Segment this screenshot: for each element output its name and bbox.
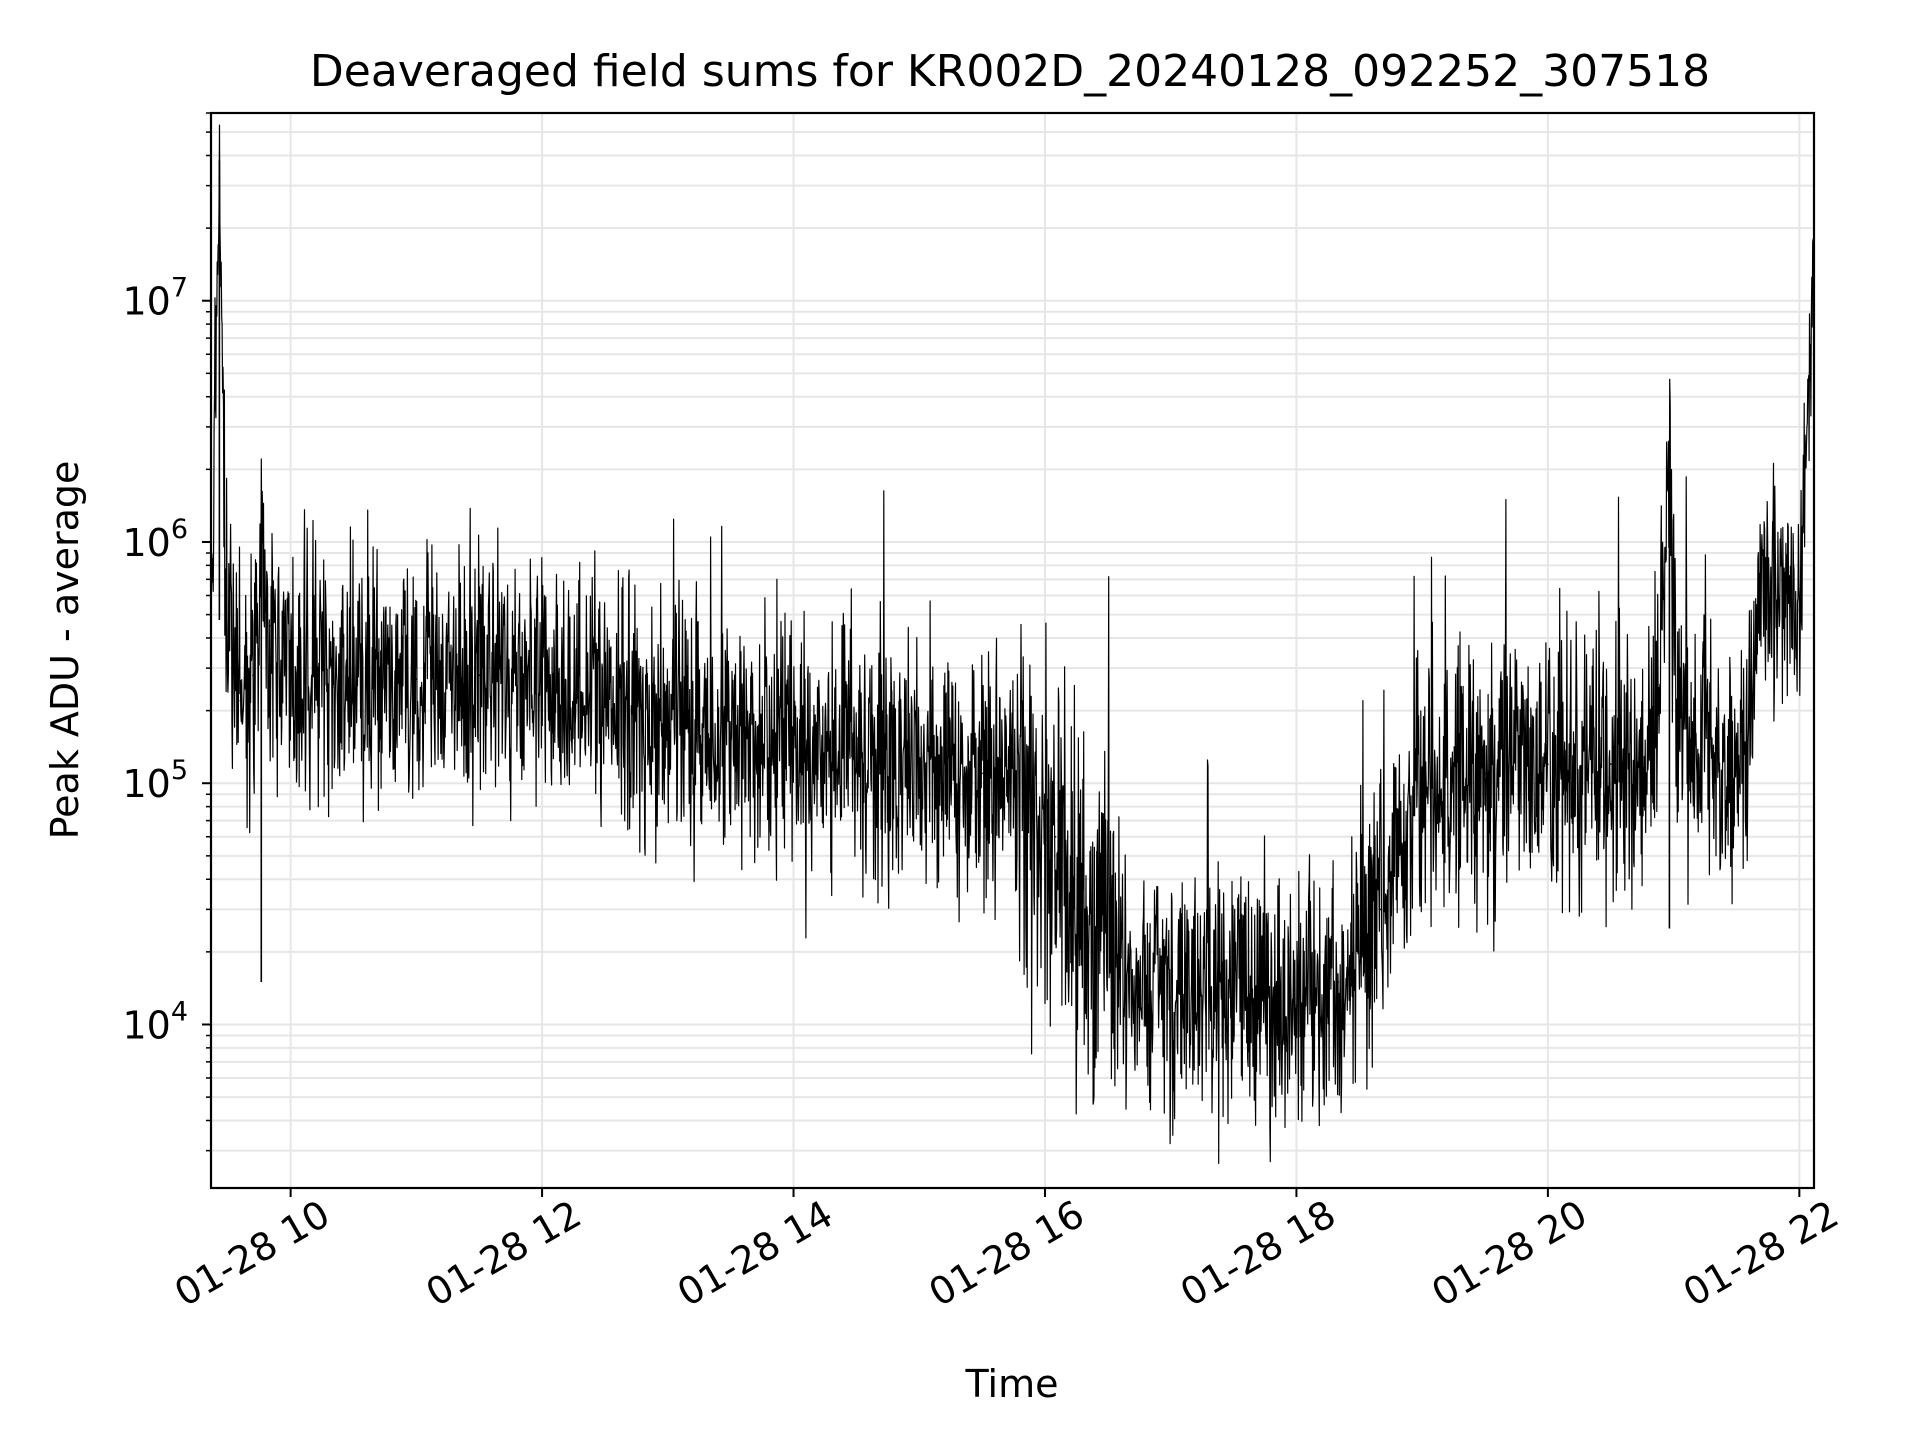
x-tick-label: 01-28 12 xyxy=(419,1192,589,1316)
gridlines xyxy=(211,112,1814,1188)
series-line xyxy=(210,124,1815,1164)
x-tick-label: 01-28 10 xyxy=(167,1192,337,1316)
y-tick-label: 104 xyxy=(122,996,188,1047)
data-series xyxy=(210,124,1815,1164)
x-tick-label: 01-28 18 xyxy=(1173,1192,1343,1316)
chart-title: Deaveraged field sums for KR002D_2024012… xyxy=(310,46,1710,97)
x-tick-label: 01-28 22 xyxy=(1676,1192,1846,1316)
x-axis-label: Time xyxy=(965,1362,1059,1406)
x-axis-ticks: 01-28 10 01-28 12 01-28 14 01-28 16 01-28 18… xyxy=(167,1188,1846,1315)
x-tick-label: 01-28 14 xyxy=(670,1192,840,1316)
y-axis-label: Peak ADU - average xyxy=(43,461,87,840)
y-axis-ticks: 104 105 106 107 xyxy=(122,112,211,1152)
y-tick-label: 105 xyxy=(122,755,188,806)
y-tick-label: 106 xyxy=(122,514,188,565)
y-tick-label: 107 xyxy=(122,273,188,324)
x-tick-label: 01-28 20 xyxy=(1424,1192,1594,1316)
plot-frame xyxy=(209,111,1816,1190)
x-tick-label: 01-28 16 xyxy=(922,1192,1092,1316)
